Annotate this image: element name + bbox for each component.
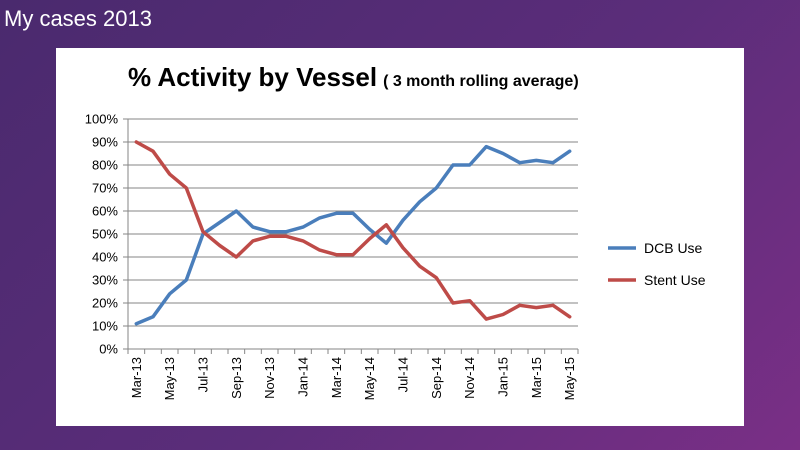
axes — [123, 118, 579, 354]
series-lines — [134, 140, 572, 326]
y-tick-label: 50% — [92, 227, 118, 242]
chart-card: % Activity by Vessel ( 3 month rolling av… — [56, 48, 744, 426]
slide-title: My cases 2013 — [4, 6, 152, 31]
y-tick-label: 100% — [85, 112, 119, 127]
x-tick-label: Sep-13 — [229, 357, 244, 399]
y-tick-label: 80% — [92, 158, 118, 173]
series-line-dcb-use — [134, 144, 572, 326]
y-tick-label: 70% — [92, 181, 118, 196]
x-tick-label: Nov-14 — [462, 357, 477, 399]
y-tick-label: 10% — [92, 319, 118, 334]
x-tick-label: May-13 — [162, 357, 177, 400]
chart-title: % Activity by Vessel — [128, 62, 378, 92]
line-chart: 0% 10% 20% 30% 40% 50% 60% 70% 80% 90% 100% Mar-13… — [85, 112, 706, 401]
x-tick-label: Mar-15 — [529, 357, 544, 398]
legend: DCB Use Stent Use — [608, 240, 706, 288]
legend-label: DCB Use — [644, 240, 703, 256]
gridlines — [128, 118, 578, 327]
x-tick-label: May-14 — [362, 357, 377, 400]
y-tick-label: 40% — [92, 250, 118, 265]
x-tick-label: Mar-14 — [329, 357, 344, 398]
chart-subtitle: ( 3 month rolling average) — [383, 73, 579, 90]
y-tick-label: 20% — [92, 296, 118, 311]
y-tick-label: 60% — [92, 204, 118, 219]
x-tick-labels: Mar-13 May-13 Jul-13 Sep-13 Nov-13 Jan-14 Mar-… — [129, 357, 577, 400]
x-tick-label: Jul-13 — [196, 357, 211, 392]
x-tick-label: Jan-15 — [496, 357, 511, 397]
y-tick-label: 30% — [92, 273, 118, 288]
x-tick-label: May-15 — [562, 357, 577, 400]
x-tick-label: Nov-13 — [262, 357, 277, 399]
x-tick-label: Jan-14 — [296, 357, 311, 397]
series-line-stent-use — [134, 140, 572, 321]
y-tick-label: 0% — [99, 342, 118, 357]
x-tick-label: Mar-13 — [129, 357, 144, 398]
chart-title-block: % Activity by Vessel ( 3 month rolling av… — [128, 62, 579, 93]
x-tick-label: Sep-14 — [429, 357, 444, 399]
y-tick-label: 90% — [92, 135, 118, 150]
x-tick-label: Jul-14 — [396, 357, 411, 392]
y-tick-labels: 0% 10% 20% 30% 40% 50% 60% 70% 80% 90% 100% — [85, 112, 119, 357]
legend-label: Stent Use — [644, 272, 706, 288]
